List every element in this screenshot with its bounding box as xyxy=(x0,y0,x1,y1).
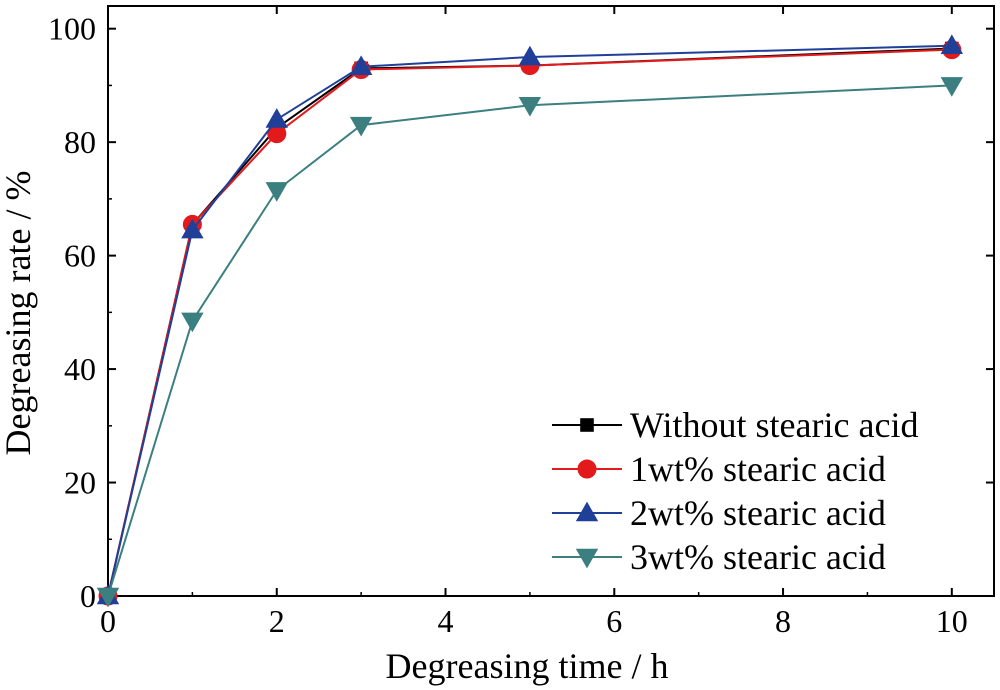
x-tick-label: 0 xyxy=(100,603,116,639)
y-tick-label: 20 xyxy=(64,465,96,501)
y-tick-label: 100 xyxy=(48,11,96,47)
y-tick-label: 60 xyxy=(64,238,96,274)
data-point xyxy=(265,182,288,202)
legend-marker xyxy=(580,418,594,432)
legend-entry: Without stearic acid xyxy=(552,405,918,445)
x-tick-label: 4 xyxy=(438,603,454,639)
data-point xyxy=(181,312,204,333)
data-point xyxy=(96,587,120,608)
data-point xyxy=(518,97,542,117)
legend-label: 3wt% stearic acid xyxy=(630,537,886,577)
legend-marker xyxy=(575,548,599,569)
y-axis-label: Degreasing rate / % xyxy=(0,171,38,456)
legend-label: Without stearic acid xyxy=(630,405,918,445)
data-point xyxy=(940,34,964,54)
x-tick-label: 8 xyxy=(775,603,791,639)
legend-entry: 2wt% stearic acid xyxy=(552,493,886,533)
data-point xyxy=(518,45,542,66)
data-point xyxy=(349,55,373,75)
x-axis-label: Degreasing time / h xyxy=(386,646,669,686)
data-point xyxy=(940,77,964,97)
legend-entry: 1wt% stearic acid xyxy=(552,449,886,489)
data-point xyxy=(349,116,373,137)
data-point xyxy=(181,218,204,239)
data-point xyxy=(265,108,288,128)
x-tick-label: 6 xyxy=(606,603,622,639)
plot-frame xyxy=(107,5,995,597)
legend-marker xyxy=(577,459,597,479)
series-line xyxy=(107,48,952,597)
legend-label: 1wt% stearic acid xyxy=(630,449,886,489)
series-4 xyxy=(96,77,964,608)
y-tick-label: 80 xyxy=(64,124,96,160)
x-tick-label: 2 xyxy=(269,603,285,639)
plot-border xyxy=(107,5,995,597)
y-tick-label: 40 xyxy=(64,351,96,387)
series-line xyxy=(107,44,952,597)
legend-marker xyxy=(575,501,599,522)
x-tick-label: 10 xyxy=(936,603,968,639)
x-axis-ticks: 0 2 4 6 8 10 xyxy=(100,6,968,639)
y-axis-ticks: 0 20 40 60 80 100 xyxy=(48,11,994,614)
y-tick-label: 0 xyxy=(80,578,96,614)
legend-label: 2wt% stearic acid xyxy=(630,493,886,533)
series-layer xyxy=(96,34,964,608)
series-line xyxy=(107,84,952,597)
legend-entry: 3wt% stearic acid xyxy=(552,537,886,577)
series-3 xyxy=(96,34,964,605)
